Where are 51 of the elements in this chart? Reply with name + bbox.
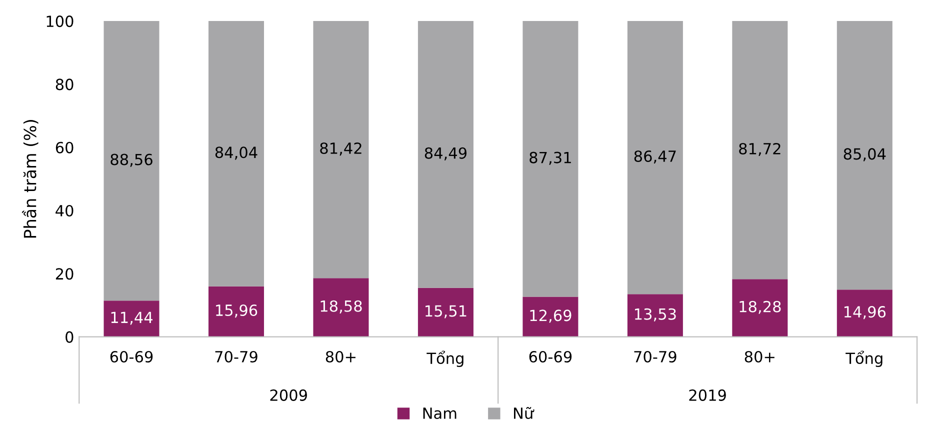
text: 2019 [689,389,726,401]
x-tick-label: 80+ [744,350,774,363]
bar [208,286,264,337]
bar [313,21,369,278]
y-tick-label: 20 [56,268,74,280]
bar [732,21,788,280]
bar [627,294,683,337]
bar [836,21,892,290]
data-label: 11,44 [111,312,153,325]
bar [104,21,160,301]
y-tick-label: 40 [56,204,74,217]
y-tick-label: 80 [56,78,74,90]
bar [522,296,578,337]
data-label: 81,72 [739,142,780,156]
bar [418,288,474,337]
text: 2009 [270,389,307,401]
data-label: 84,49 [424,147,467,160]
data-label: 85,04 [844,148,886,162]
data-label: 13,53 [635,308,676,322]
bar [313,278,369,337]
bar [836,290,892,337]
y-axis-title: Phần trăm (%) [22,120,38,238]
data-label: 14,96 [844,306,886,320]
bar [418,21,474,288]
x-tick-label: Tổng [426,350,464,368]
x-tick-label: Tổng [846,350,882,368]
x-tick-label: 60-69 [529,350,572,363]
y-tick-label: 0 [66,331,74,343]
x-tick-label: 70-79 [215,350,258,363]
data-label: 18,58 [320,300,362,314]
bar [627,21,683,294]
bar [208,21,264,286]
data-label: 84,04 [215,146,258,160]
y-tick-label: 100 [46,16,74,28]
data-label: 88,56 [110,154,152,167]
data-label: 15,96 [216,304,258,318]
data-label: 15,51 [426,305,466,318]
x-tick-label: 60-69 [110,350,153,363]
y-tick-label: 60 [56,142,74,154]
legend-label: Nữ [514,406,534,420]
legend-label: Nam [423,408,456,420]
x-tick-label: 80+ [326,350,356,363]
bar [522,21,578,297]
x-tick-label: 70-79 [634,350,676,363]
data-label: 12,69 [530,310,572,323]
data-label: 86,47 [634,150,676,164]
bar [732,279,788,337]
data-label: 87,31 [530,152,571,165]
bar [104,300,160,337]
data-label: 18,28 [740,300,781,314]
data-label: 81,42 [320,142,362,156]
